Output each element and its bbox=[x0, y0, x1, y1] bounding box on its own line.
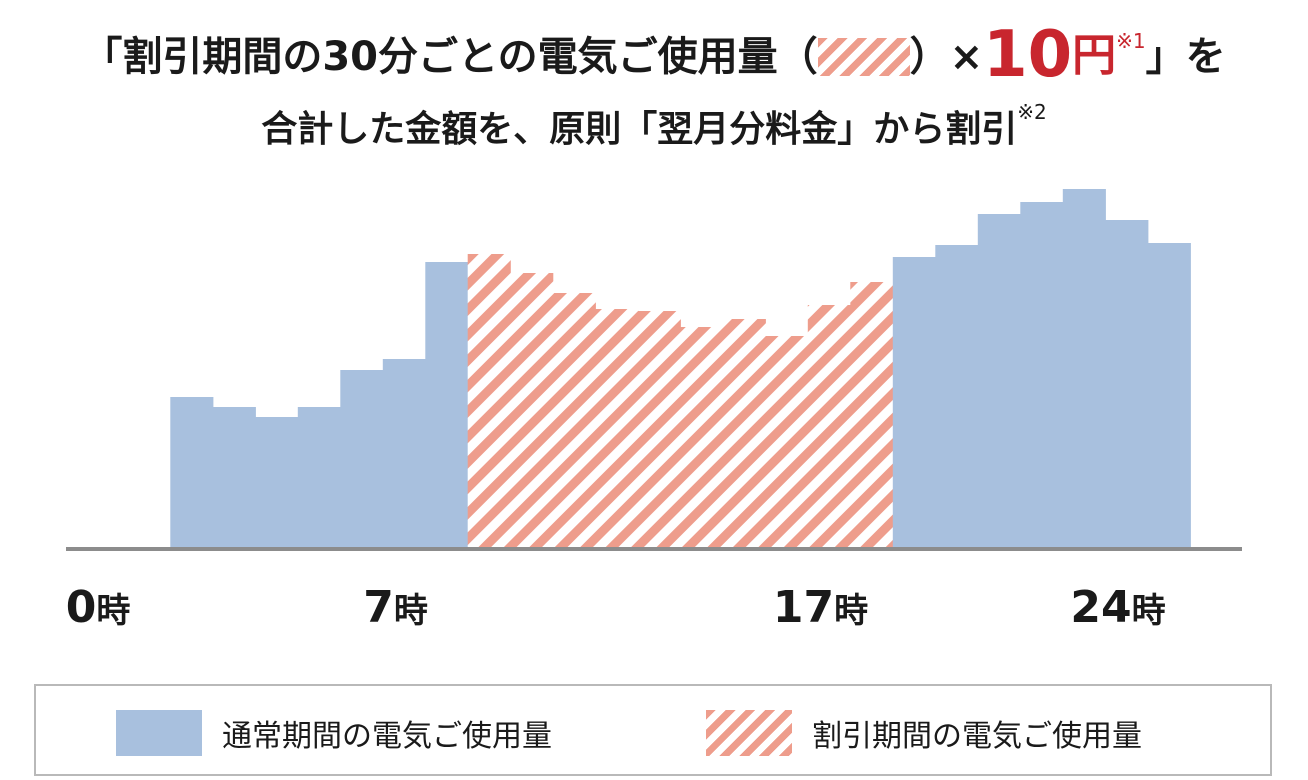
normal-usage-bar bbox=[425, 262, 469, 547]
footnote-marker-1: ※1 bbox=[1116, 29, 1146, 53]
x-tick-label: 17時 bbox=[773, 582, 868, 633]
discount-usage-bar bbox=[510, 273, 554, 547]
headline-line-2-text: 合計した金額を、原則「翌月分料金」から割引 bbox=[261, 109, 1018, 150]
price-number: 10 bbox=[983, 18, 1073, 92]
discount-usage-bar bbox=[595, 309, 639, 547]
normal-usage-bar bbox=[1062, 189, 1106, 547]
normal-usage-bar bbox=[935, 245, 979, 547]
legend-item-normal: 通常期間の電気ご使用量 bbox=[116, 710, 552, 756]
headline-line-2: 合計した金額を、原則「翌月分料金」から割引※2 bbox=[0, 86, 1308, 156]
legend-item-discount: 割引期間の電気ご使用量 bbox=[706, 710, 1142, 756]
headline-line-1: 「割引期間の30分ごとの電気ご使用量（ ）×10円※1」を bbox=[0, 6, 1308, 92]
normal-usage-bar bbox=[1105, 220, 1149, 547]
discount-pattern-swatch-inline bbox=[817, 38, 910, 76]
normal-usage-bar bbox=[170, 397, 214, 547]
normal-usage-bar bbox=[977, 214, 1021, 547]
x-tick-label: 24時 bbox=[1070, 582, 1165, 633]
normal-usage-bar bbox=[340, 370, 384, 547]
discount-usage-bar bbox=[765, 336, 809, 547]
normal-usage-bar bbox=[892, 257, 936, 547]
normal-usage-bar bbox=[255, 417, 299, 547]
headline-close: 」を bbox=[1145, 34, 1226, 80]
discount-usage-bar bbox=[680, 327, 724, 547]
legend: 通常期間の電気ご使用量 割引期間の電気ご使用量 bbox=[34, 684, 1272, 776]
legend-label-normal: 通常期間の電気ご使用量 bbox=[222, 719, 552, 754]
price-unit: 円 bbox=[1072, 30, 1117, 81]
footnote-marker-2: ※2 bbox=[1017, 100, 1047, 124]
normal-usage-bar bbox=[297, 407, 341, 547]
discount-usage-bar bbox=[850, 282, 894, 547]
legend-swatch-normal bbox=[116, 710, 202, 756]
usage-bar-chart: 0時 7時 17時 24時 bbox=[66, 189, 1242, 633]
headline-open: 「割引期間の30分ごとの電気ご使用量（ bbox=[82, 34, 818, 80]
discount-usage-bar bbox=[637, 311, 681, 547]
x-tick-label: 0時 bbox=[66, 582, 131, 633]
normal-usage-bar bbox=[212, 407, 256, 547]
legend-label-discount: 割引期間の電気ご使用量 bbox=[812, 719, 1142, 754]
legend-swatch-discount bbox=[706, 710, 792, 756]
headline-multiplier: ）× bbox=[909, 34, 984, 80]
x-tick-label: 7時 bbox=[363, 582, 428, 633]
normal-usage-bar bbox=[1147, 243, 1191, 547]
normal-usage-bar bbox=[382, 359, 426, 547]
discount-usage-bar bbox=[467, 254, 511, 547]
discount-usage-bar bbox=[552, 293, 596, 547]
discount-usage-bar bbox=[807, 305, 851, 547]
normal-usage-bar bbox=[1020, 202, 1064, 547]
discount-usage-bar bbox=[722, 319, 766, 547]
